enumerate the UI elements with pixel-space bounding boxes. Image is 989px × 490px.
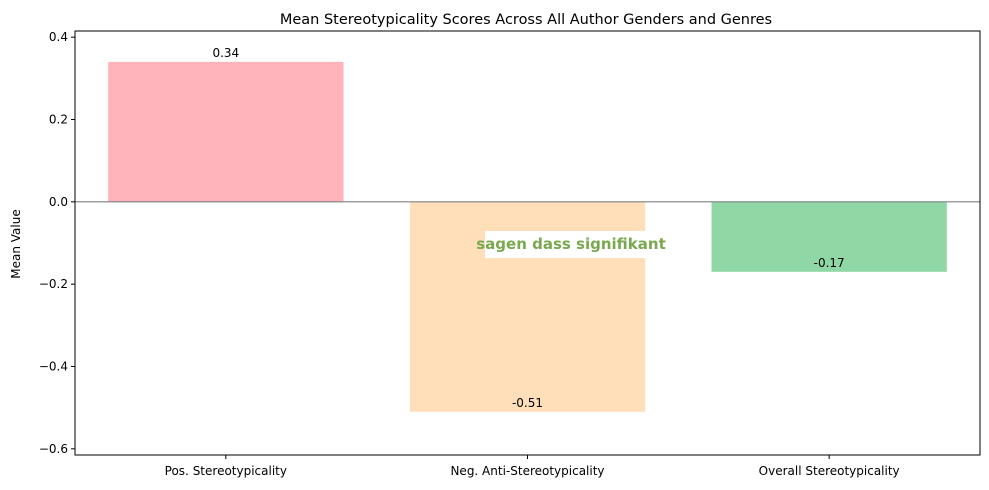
data-label-0: 0.34 <box>212 46 239 60</box>
y-axis-label: Mean Value <box>9 209 23 278</box>
data-label-1: -0.51 <box>512 396 543 410</box>
y-tick-label-1: 0.2 <box>49 113 68 127</box>
data-labels-layer: 0.34 -0.51 -0.17 <box>212 46 844 410</box>
bar-0 <box>108 61 344 202</box>
y-tick-label-5: −0.6 <box>39 442 68 456</box>
x-tick-label-0: Pos. Stereotypicality <box>165 464 287 478</box>
axes-layer: Pos. Stereotypicality Neg. Anti-Stereotyp… <box>39 30 981 478</box>
overlay-text-background <box>485 231 657 258</box>
x-tick-label-1: Neg. Anti-Stereotypicality <box>450 464 604 478</box>
y-tick-label-4: −0.4 <box>39 359 68 373</box>
chart-title: Mean Stereotypicality Scores Across All … <box>280 12 772 28</box>
bar-2 <box>711 201 947 272</box>
data-label-2: -0.17 <box>814 256 845 270</box>
overlay-layer: sagen dass signifikant <box>476 231 666 258</box>
x-tick-label-2: Overall Stereotypicality <box>759 464 900 478</box>
y-tick-label-2: 0.0 <box>49 195 68 209</box>
y-tick-label-3: −0.2 <box>39 277 68 291</box>
y-tick-label-0: 0.4 <box>49 30 68 44</box>
plot-frame <box>74 30 981 456</box>
overlay-text: sagen dass signifikant <box>476 235 666 253</box>
